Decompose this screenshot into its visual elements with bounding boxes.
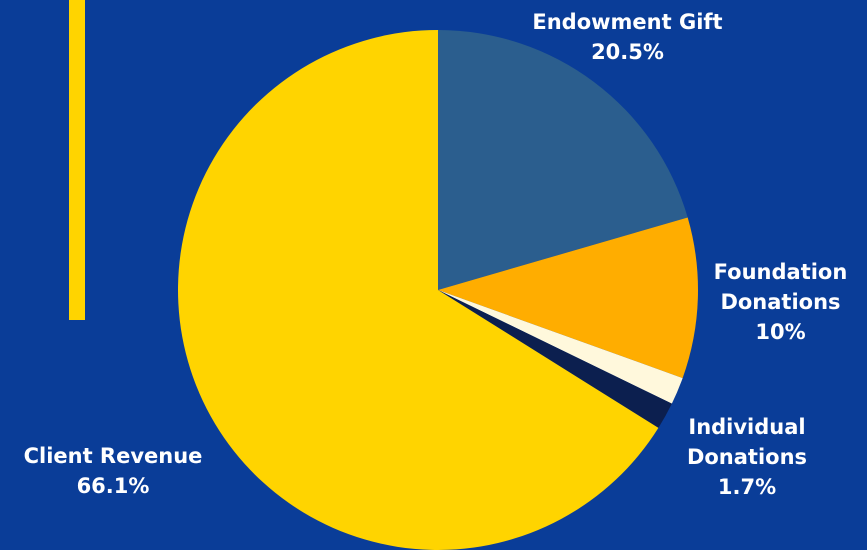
label-individual-donations-pct: 1.7%	[717, 475, 777, 499]
label-client-revenue-name: Client Revenue	[23, 444, 203, 468]
accent-bar	[69, 0, 85, 320]
label-individual-donations-name-1: Individual	[688, 415, 806, 439]
label-endowment-gift-name: Endowment Gift	[532, 10, 723, 34]
label-foundation-donations-pct: 10%	[755, 320, 806, 344]
label-individual-donations-name-2: Donations	[686, 445, 808, 469]
label-client-revenue-pct: 66.1%	[76, 474, 150, 498]
label-endowment-gift-pct: 20.5%	[591, 40, 664, 64]
pie-slice-unlabeled-small	[438, 290, 683, 404]
label-foundation-donations-name-2: Donations	[720, 290, 841, 314]
pie-slice-individual-donations	[438, 290, 672, 428]
pie-slice-endowment-gift	[438, 30, 688, 290]
label-endowment-gift: Endowment Gift 20.5%	[505, 7, 750, 67]
pie-slice-foundation-donations	[438, 217, 699, 379]
label-individual-donations: Individual Donations 1.7%	[662, 412, 832, 502]
label-foundation-donations-name-1: Foundation	[713, 260, 848, 284]
label-client-revenue: Client Revenue 66.1%	[0, 441, 226, 501]
pie-slice-client-revenue	[178, 30, 659, 550]
label-foundation-donations: Foundation Donations 10%	[694, 257, 867, 347]
